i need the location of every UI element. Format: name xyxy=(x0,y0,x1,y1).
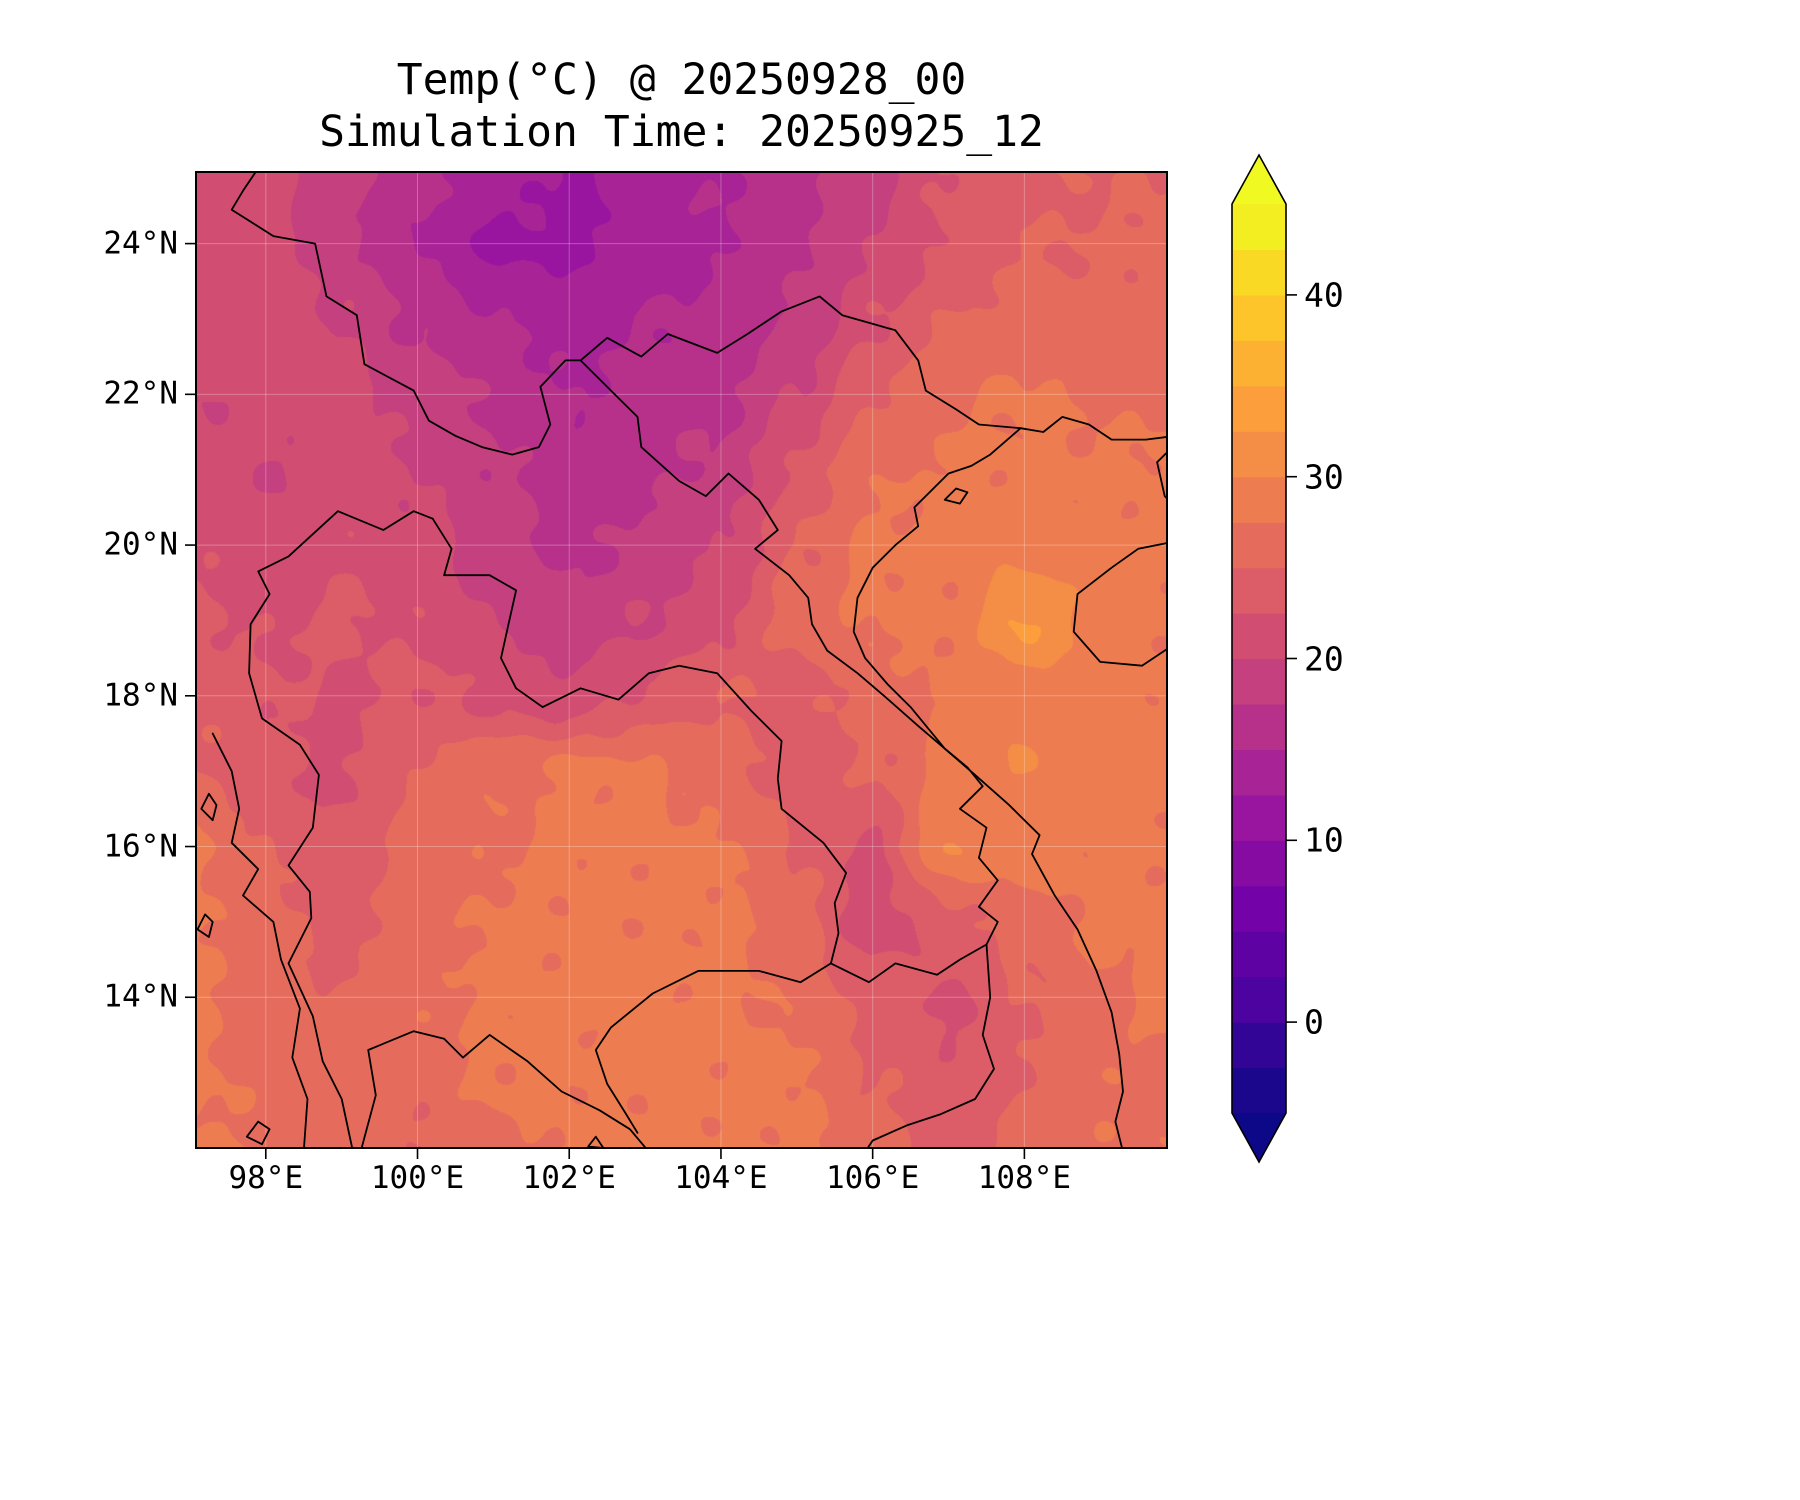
plot-subtitle: Simulation Time: 20250925_12 xyxy=(319,107,1044,157)
y-tick-label: 22°N xyxy=(103,375,178,412)
x-tick-label: 104°E xyxy=(674,1160,768,1196)
x-tick-label: 106°E xyxy=(825,1160,920,1196)
colorbar-tick-label: 20 xyxy=(1304,639,1344,678)
colorbar-under-arrow xyxy=(1232,1113,1286,1162)
map-plot-area xyxy=(196,172,1167,1148)
colorbar-bands xyxy=(1232,155,1286,1162)
x-tick-label: 100°E xyxy=(370,1160,465,1196)
x-tick-label: 108°E xyxy=(977,1160,1072,1196)
y-tick-label: 24°N xyxy=(103,225,178,262)
colorbar-outline xyxy=(1231,153,1287,1164)
temperature-field-canvas xyxy=(196,172,1167,1148)
x-tick-label: 102°E xyxy=(522,1160,616,1196)
y-tick-label: 14°N xyxy=(103,978,178,1015)
colorbar-ticks xyxy=(1286,294,1297,1023)
colorbar-tick-label: 0 xyxy=(1304,1002,1324,1042)
colorbar-over-arrow xyxy=(1232,155,1286,204)
y-tick-label: 20°N xyxy=(103,526,178,563)
y-tick-label: 16°N xyxy=(103,828,178,865)
colorbar-tick-label: 10 xyxy=(1304,820,1344,860)
plot-title: Temp(°C) @ 20250928_00 xyxy=(396,55,967,105)
y-tick-label: 18°N xyxy=(103,677,178,714)
colorbar-tick-label: 30 xyxy=(1304,457,1344,497)
colorbar-tick-label: 40 xyxy=(1304,275,1344,315)
x-tick-label: 98°E xyxy=(228,1160,304,1196)
